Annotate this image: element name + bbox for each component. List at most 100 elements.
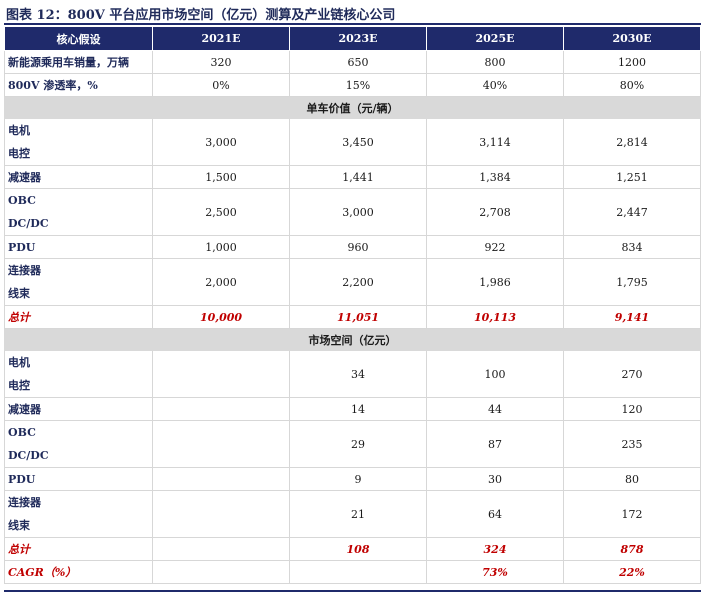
table-cell: 834: [563, 235, 701, 259]
row-label-line: 连接器: [8, 264, 41, 277]
table-row: 减速器 14 44 120: [4, 397, 701, 421]
row-label-line: 线束: [8, 287, 30, 300]
bottom-rule: [4, 590, 701, 592]
section-title: 市场空间（亿元）: [4, 328, 701, 351]
table-cell: [152, 560, 290, 584]
table-cell: 172: [563, 490, 701, 538]
table-cell: 44: [426, 397, 564, 421]
section-header-row: 单车价值（元/辆）: [4, 96, 701, 119]
row-label: 电机 电控: [4, 118, 153, 166]
table-cell: 270: [563, 350, 701, 398]
table-row: PDU 9 30 80: [4, 467, 701, 491]
row-label: PDU: [4, 235, 153, 259]
table-cell: 29: [289, 420, 427, 468]
row-label: 新能源乘用车销量，万辆: [4, 50, 153, 74]
table-row: 800V 渗透率，% 0% 15% 40% 80%: [4, 73, 701, 97]
table-cell: 100: [426, 350, 564, 398]
table-cell: 2,708: [426, 188, 564, 236]
row-label-line: 电机: [8, 356, 30, 369]
table-row: 连接器 线束 21 64 172: [4, 490, 701, 538]
row-label-line: OBC: [8, 426, 36, 439]
row-label-line: 电控: [8, 147, 30, 160]
header-row: 核心假设 2021E 2023E 2025E 2030E: [4, 26, 701, 51]
header-cell: 2023E: [289, 26, 427, 51]
table-cell: 120: [563, 397, 701, 421]
table-row: OBC DC/DC 2,500 3,000 2,708 2,447: [4, 188, 701, 236]
table-row: 新能源乘用车销量，万辆 320 650 800 1200: [4, 50, 701, 74]
table-cell: 30: [426, 467, 564, 491]
table-cell: 80%: [563, 73, 701, 97]
table-cell: 2,000: [152, 258, 290, 306]
table-cell: 0%: [152, 73, 290, 97]
table-cell: 2,500: [152, 188, 290, 236]
table-row: PDU 1,000 960 922 834: [4, 235, 701, 259]
table-cell: 22%: [563, 560, 701, 584]
section-title: 单车价值（元/辆）: [4, 96, 701, 119]
row-label-line: 电控: [8, 379, 30, 392]
table-row: 减速器 1,500 1,441 1,384 1,251: [4, 165, 701, 189]
table-row: 电机 电控 3,000 3,450 3,114 2,814: [4, 118, 701, 166]
table-cell: 800: [426, 50, 564, 74]
row-label: 总计: [4, 305, 153, 329]
table-row: 连接器线束 2,000 2,200 1,986 1,795: [4, 258, 701, 306]
table-cell: 2,814: [563, 118, 701, 166]
table-cell: 1200: [563, 50, 701, 74]
table-cell: 80: [563, 467, 701, 491]
header-cell: 2021E: [152, 26, 290, 51]
table-cell: 1,000: [152, 235, 290, 259]
row-label: OBC DC/DC: [4, 420, 153, 468]
table-cell: 3,000: [289, 188, 427, 236]
table-cell: 2,200: [289, 258, 427, 306]
table-cell: 878: [563, 537, 701, 561]
row-label: OBC DC/DC: [4, 188, 153, 236]
table-cell: 1,500: [152, 165, 290, 189]
section-header-row: 市场空间（亿元）: [4, 328, 701, 351]
row-label-line: DC/DC: [8, 449, 49, 462]
table-cell: 9,141: [563, 305, 701, 329]
table-cell: [152, 420, 290, 468]
row-label-line: DC/DC: [8, 217, 49, 230]
table-row: 电机电控 34 100 270: [4, 350, 701, 398]
table-cell: 15%: [289, 73, 427, 97]
table-cell: 64: [426, 490, 564, 538]
table-cell: 14: [289, 397, 427, 421]
table-cell: 73%: [426, 560, 564, 584]
row-label-line: 电机: [8, 124, 30, 137]
row-label-line: OBC: [8, 194, 36, 207]
row-label: 减速器: [4, 165, 153, 189]
table-cell: 34: [289, 350, 427, 398]
row-label-line: 线束: [8, 519, 30, 532]
table-cell: [152, 490, 290, 538]
table-cell: 11,051: [289, 305, 427, 329]
table-cell: 3,000: [152, 118, 290, 166]
table-row: OBC DC/DC 29 87 235: [4, 420, 701, 468]
table-cell: 3,114: [426, 118, 564, 166]
market-table: 核心假设 2021E 2023E 2025E 2030E 新能源乘用车销量，万辆…: [4, 26, 701, 584]
table-cell: 9: [289, 467, 427, 491]
row-label: 800V 渗透率，%: [4, 73, 153, 97]
table-cell: 960: [289, 235, 427, 259]
row-label: 连接器 线束: [4, 490, 153, 538]
figure-title: 图表 12：800V 平台应用市场空间（亿元）测算及产业链核心公司: [6, 8, 396, 23]
table-cell: [289, 560, 427, 584]
row-label: 电机 电控: [4, 350, 153, 398]
table-cell: [152, 467, 290, 491]
table-cell: [152, 397, 290, 421]
table-cell: 87: [426, 420, 564, 468]
table-cell: 1,795: [563, 258, 701, 306]
header-cell: 2030E: [563, 26, 701, 51]
row-label: 总计: [4, 537, 153, 561]
table-cell: 235: [563, 420, 701, 468]
table-cell: 10,000: [152, 305, 290, 329]
header-cell: 核心假设: [4, 26, 153, 51]
table-cell: 21: [289, 490, 427, 538]
table-cell: [152, 537, 290, 561]
table-cell: 320: [152, 50, 290, 74]
top-rule: [4, 23, 701, 25]
table-cell: 1,441: [289, 165, 427, 189]
header-cell: 2025E: [426, 26, 564, 51]
table-cell: 10,113: [426, 305, 564, 329]
table-cell: 1,986: [426, 258, 564, 306]
row-label: CAGR（%）: [4, 560, 153, 584]
total-row: 总计 108 324 878: [4, 537, 701, 561]
